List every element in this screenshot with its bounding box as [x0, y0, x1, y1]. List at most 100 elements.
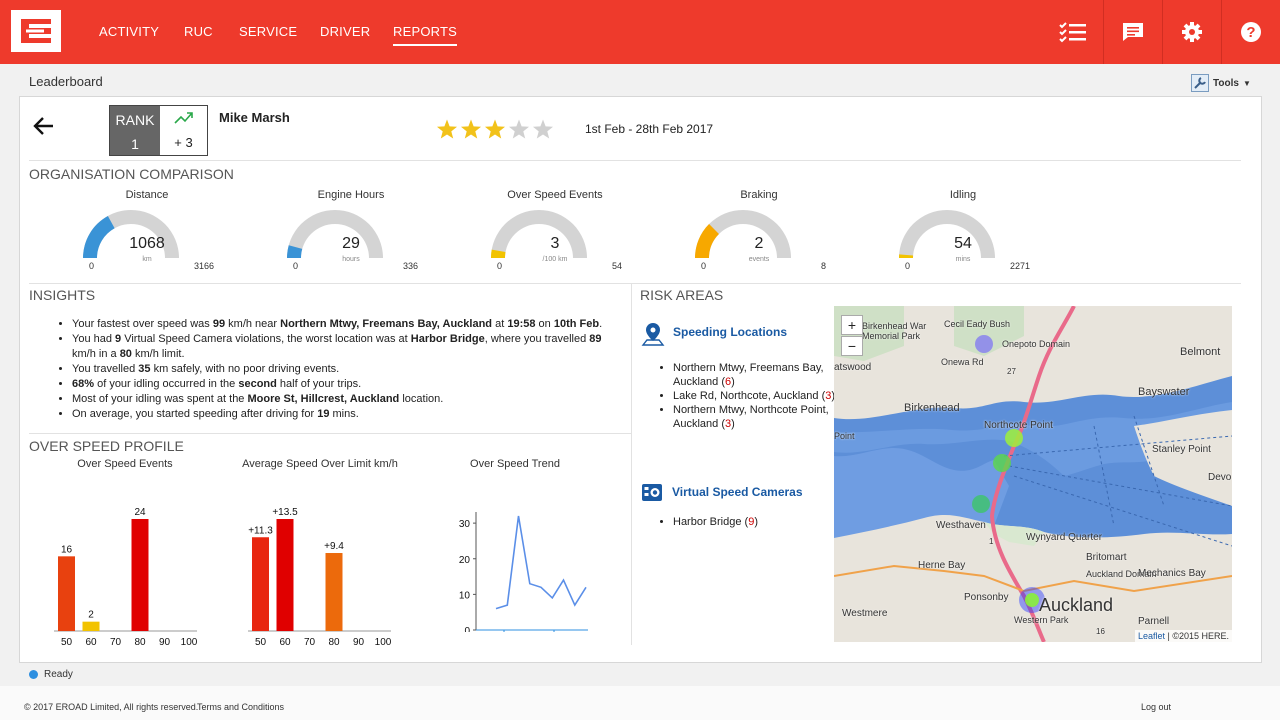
gauge-unit: km: [142, 256, 152, 263]
insight-item: You travelled 35 km safely, with no poor…: [72, 362, 620, 377]
speed-cameras-list: Harbor Bridge (9): [661, 515, 836, 529]
help-icon: ?: [1240, 22, 1261, 42]
gauge-min: 0: [293, 261, 299, 271]
leaflet-link[interactable]: Leaflet: [1137, 631, 1165, 641]
y-tick-label: 20: [459, 555, 471, 566]
gauge-max: 3166: [193, 261, 214, 271]
map-label: Bayswater: [1138, 386, 1190, 398]
gauge-max: 8: [820, 261, 826, 271]
gauge-min: 0: [701, 261, 707, 271]
rating-stars: [437, 119, 553, 139]
wrench-icon: [1191, 74, 1209, 92]
map-label: Mechanics Bay: [1138, 568, 1206, 579]
tasks-button[interactable]: [1044, 0, 1102, 64]
bar: [276, 519, 294, 631]
map-label: Auckland: [1039, 595, 1114, 615]
star-icon: [461, 119, 481, 139]
tools-label: Tools: [1213, 77, 1239, 89]
tools-menu[interactable]: Tools ▼: [1191, 74, 1251, 92]
map-label: Cecil Eady Bush: [944, 319, 1011, 329]
map-label: Stanley Point: [1152, 444, 1211, 455]
insight-item: You had 9 Virtual Speed Camera violation…: [72, 332, 620, 362]
driver-name: Mike Marsh: [219, 110, 290, 125]
svg-text:?: ?: [1246, 24, 1255, 41]
eroad-logo[interactable]: [11, 10, 61, 52]
bar: [252, 537, 269, 631]
nav-activity[interactable]: ACTIVITY: [99, 24, 160, 39]
gauge-value: 3: [550, 235, 560, 252]
map-label: Westhaven: [936, 520, 986, 531]
risk-location-item: Northern Mtwy, Northcote Point, Auckland…: [673, 403, 836, 431]
x-tick-label: 70: [110, 637, 122, 647]
bar: [325, 553, 343, 631]
over-speed-trend-chart: 0102030JanFeb: [459, 512, 588, 632]
help-button[interactable]: ?: [1221, 0, 1279, 64]
gauge-title: Over Speed Events: [507, 189, 603, 201]
logout-link[interactable]: Log out: [1141, 702, 1172, 712]
section-org-comparison: ORGANISATION COMPARISON: [29, 166, 234, 182]
page-title: Leaderboard: [29, 74, 103, 89]
map-label: Britomart: [1086, 552, 1127, 563]
gauge-distance: Distance 1068 km 0 3166: [82, 189, 214, 279]
map-label: Ponsonby: [964, 592, 1009, 603]
bar-label: 2: [88, 610, 94, 621]
map-label: Westmere: [842, 608, 888, 619]
x-tick-label: 100: [181, 637, 198, 647]
y-tick-label: 10: [459, 590, 471, 601]
nav-driver[interactable]: DRIVER: [320, 24, 371, 39]
leaderboard-card: RANK 1 + 3 Mike Marsh 1st Feb - 28th Feb …: [19, 96, 1262, 663]
x-tick-label: 100: [375, 637, 392, 647]
gauge-title: Distance: [125, 189, 169, 201]
chat-icon: [1122, 23, 1143, 41]
caret-down-icon: ▼: [1242, 78, 1251, 88]
insight-item: Most of your idling was spent at the Moo…: [72, 392, 620, 407]
gear-icon: [1181, 22, 1202, 42]
gauge-braking: Braking 2 events 0 8: [694, 189, 826, 279]
gauge-title: Idling: [949, 189, 977, 201]
gauge-value: 29: [342, 235, 360, 252]
nav-reports[interactable]: REPORTS: [393, 24, 458, 46]
virtual-speed-cameras-link[interactable]: Virtual Speed Cameras: [672, 485, 803, 499]
risk-location-item: Harbor Bridge (9): [673, 515, 836, 529]
terms-link[interactable]: Terms and Conditions: [197, 702, 285, 712]
messages-button[interactable]: [1103, 0, 1161, 64]
gauge-min: 0: [497, 261, 503, 271]
nav-service[interactable]: SERVICE: [239, 24, 298, 39]
gauge-engine-hours: Engine Hours 29 hours 0 336: [286, 189, 418, 279]
x-tick-label: 50: [255, 637, 267, 647]
date-range: 1st Feb - 28th Feb 2017: [585, 122, 714, 136]
checklist-icon: [1059, 22, 1086, 43]
chart-title-trend: Over Speed Trend: [470, 458, 560, 470]
settings-button[interactable]: [1162, 0, 1220, 64]
zoom-out-button[interactable]: −: [841, 336, 863, 356]
chart-title-avg-speed: Average Speed Over Limit km/h: [242, 458, 398, 470]
gauge-unit: mins: [955, 256, 971, 263]
bar-label: +9.4: [324, 541, 344, 552]
x-tick-label: 60: [85, 637, 97, 647]
y-tick-label: 30: [459, 519, 471, 530]
x-tick-label: 90: [159, 637, 171, 647]
over-speed-events-chart: 165026070248090100Speed Limit (km/h): [54, 507, 198, 647]
gauge-unit: hours: [342, 256, 360, 263]
bar: [131, 519, 149, 631]
star-icon: [509, 119, 529, 139]
speeding-locations-link[interactable]: Speeding Locations: [673, 325, 788, 339]
back-arrow-icon[interactable]: [33, 116, 55, 136]
attribution-text: | ©2015 HERE.: [1167, 631, 1230, 641]
status-dot-icon: [29, 669, 38, 679]
top-bar: ACTIVITY RUC SERVICE DRIVER REPORTS ?: [0, 0, 1280, 64]
speed-camera-icon: [642, 484, 662, 501]
nav-ruc[interactable]: RUC: [184, 24, 213, 39]
risk-map[interactable]: Birkenhead War Memorial Park Cecil Eady B…: [834, 306, 1232, 642]
status-bar: Ready: [19, 663, 1262, 685]
gauge-min: 0: [905, 261, 911, 271]
map-label: Wynyard Quarter: [1026, 532, 1103, 543]
map-label: Herne Bay: [918, 560, 966, 571]
map-label: Western Park: [1014, 615, 1069, 625]
x-tick-label: 50: [61, 637, 73, 647]
insight-item: On average, you started speeding after d…: [72, 407, 620, 422]
insight-item: Your fastest over speed was 99 km/h near…: [72, 317, 620, 332]
zoom-in-button[interactable]: +: [841, 315, 863, 335]
gauge-max: 2271: [1009, 261, 1030, 271]
